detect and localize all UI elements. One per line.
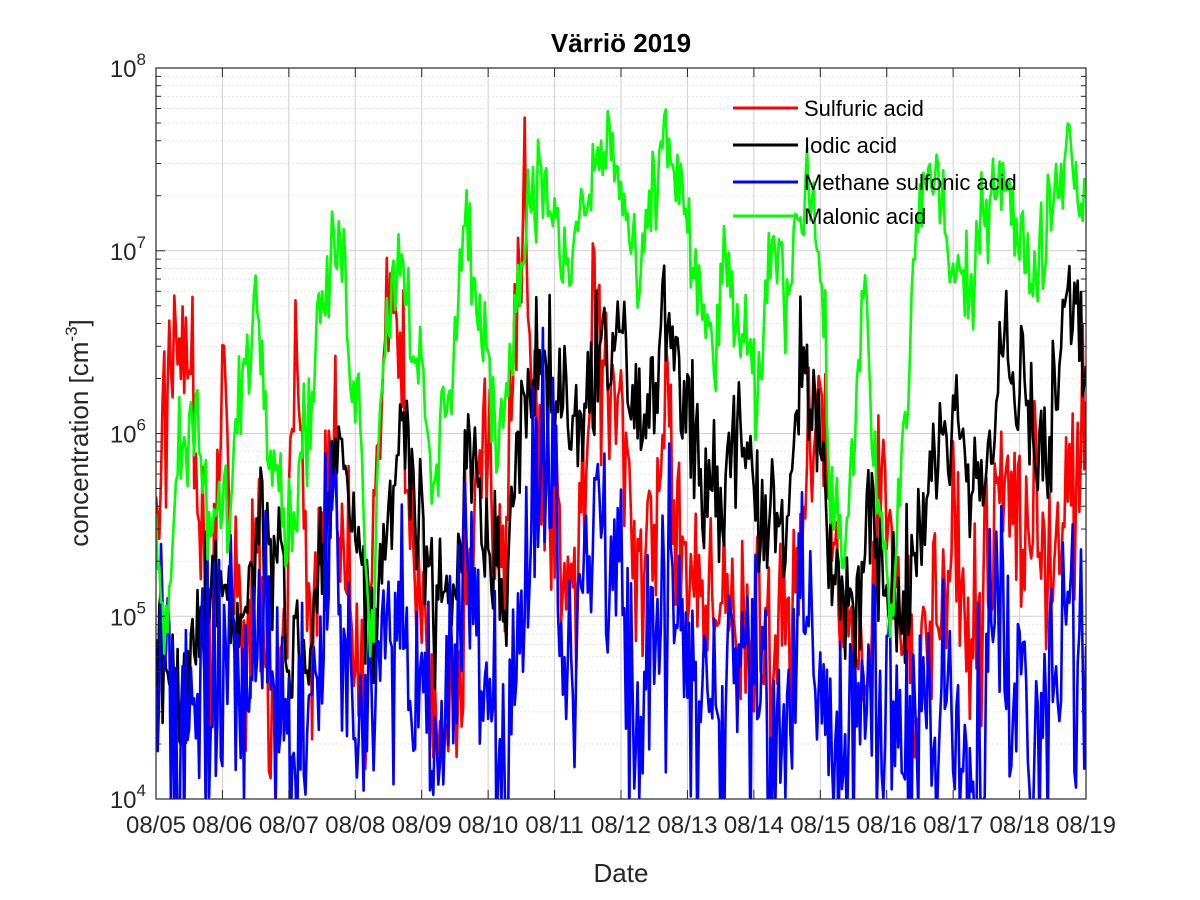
legend: Sulfuric acid Iodic acid Methane sulfoni… bbox=[733, 96, 1017, 229]
x-tick-label: 08/11 bbox=[525, 812, 583, 839]
x-tick-label: 08/05 bbox=[126, 812, 186, 839]
y-tick-label: 107 bbox=[110, 233, 146, 266]
x-tick-label: 08/10 bbox=[458, 812, 518, 839]
y-axis-title-sup: -3 bbox=[62, 326, 81, 341]
x-tick-label: 08/13 bbox=[657, 812, 717, 839]
ticks-layer bbox=[155, 67, 1087, 800]
series-layer bbox=[156, 108, 1086, 799]
series-line-methane-sulfonic-acid bbox=[156, 326, 1086, 799]
y-tick-label: 105 bbox=[110, 598, 146, 631]
x-tick-label: 08/18 bbox=[990, 812, 1050, 839]
x-axis-title: Date bbox=[594, 858, 649, 888]
y-tick-label: 104 bbox=[110, 781, 146, 814]
x-tick-label: 08/07 bbox=[259, 812, 319, 839]
x-tick-label: 08/09 bbox=[392, 812, 452, 839]
x-tick-label: 08/06 bbox=[192, 812, 252, 839]
series-line-iodic-acid bbox=[156, 264, 1086, 747]
legend-label-malonic-acid: Malonic acid bbox=[804, 204, 926, 229]
x-tick-label: 08/17 bbox=[923, 812, 983, 839]
x-tick-label: 08/08 bbox=[325, 812, 385, 839]
chart-title: Värriö 2019 bbox=[551, 28, 691, 58]
x-tick-label: 08/15 bbox=[790, 812, 850, 839]
legend-label-iodic-acid: Iodic acid bbox=[804, 133, 897, 158]
y-axis-title: concentration [cm-3] bbox=[62, 319, 94, 547]
x-tick-label: 08/12 bbox=[591, 812, 651, 839]
series-line-malonic-acid bbox=[156, 108, 1086, 658]
y-tick-label: 108 bbox=[110, 50, 146, 83]
legend-label-methane-sulfonic-acid: Methane sulfonic acid bbox=[804, 170, 1017, 195]
x-tick-labels: 08/05 08/06 08/07 08/08 08/09 08/10 08/11 08/12… bbox=[126, 812, 1116, 839]
x-tick-label: 08/16 bbox=[857, 812, 917, 839]
y-axis-title-end: ] bbox=[64, 319, 94, 326]
x-tick-label: 08/19 bbox=[1056, 812, 1116, 839]
y-axis-title-main: concentration [cm bbox=[64, 342, 94, 547]
x-tick-label: 08/14 bbox=[724, 812, 784, 839]
y-tick-labels: 104 105 106 107 108 bbox=[110, 50, 146, 814]
y-tick-label: 106 bbox=[110, 416, 146, 449]
legend-label-sulfuric-acid: Sulfuric acid bbox=[804, 96, 924, 121]
